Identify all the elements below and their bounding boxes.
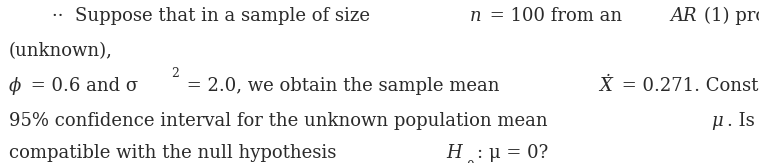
Text: compatible with the null hypothesis: compatible with the null hypothesis [9,144,348,162]
Text: ··  Suppose that in a sample of size: ·· Suppose that in a sample of size [52,7,376,25]
Text: (unknown),: (unknown), [9,42,113,60]
Text: μ: μ [711,112,723,130]
Text: H: H [446,144,462,162]
Text: = 2.0, we obtain the sample mean: = 2.0, we obtain the sample mean [181,77,505,95]
Text: 2: 2 [171,67,179,80]
Text: = 0.271. Construct an approximate: = 0.271. Construct an approximate [616,77,759,95]
Text: . Is this time series data: . Is this time series data [726,112,759,130]
Text: 95% confidence interval for the unknown population mean: 95% confidence interval for the unknown … [9,112,553,130]
Text: 0: 0 [467,160,474,163]
Text: (1) process with mean: (1) process with mean [704,7,759,25]
Text: AR: AR [670,7,697,25]
Text: Ẋ̅: Ẋ̅ [600,77,613,95]
Text: n: n [469,7,481,25]
Text: : μ = 0?: : μ = 0? [477,144,548,162]
Text: = 100 from an: = 100 from an [484,7,628,25]
Text: = 0.6 and σ: = 0.6 and σ [25,77,138,95]
Text: ϕ: ϕ [9,77,21,95]
